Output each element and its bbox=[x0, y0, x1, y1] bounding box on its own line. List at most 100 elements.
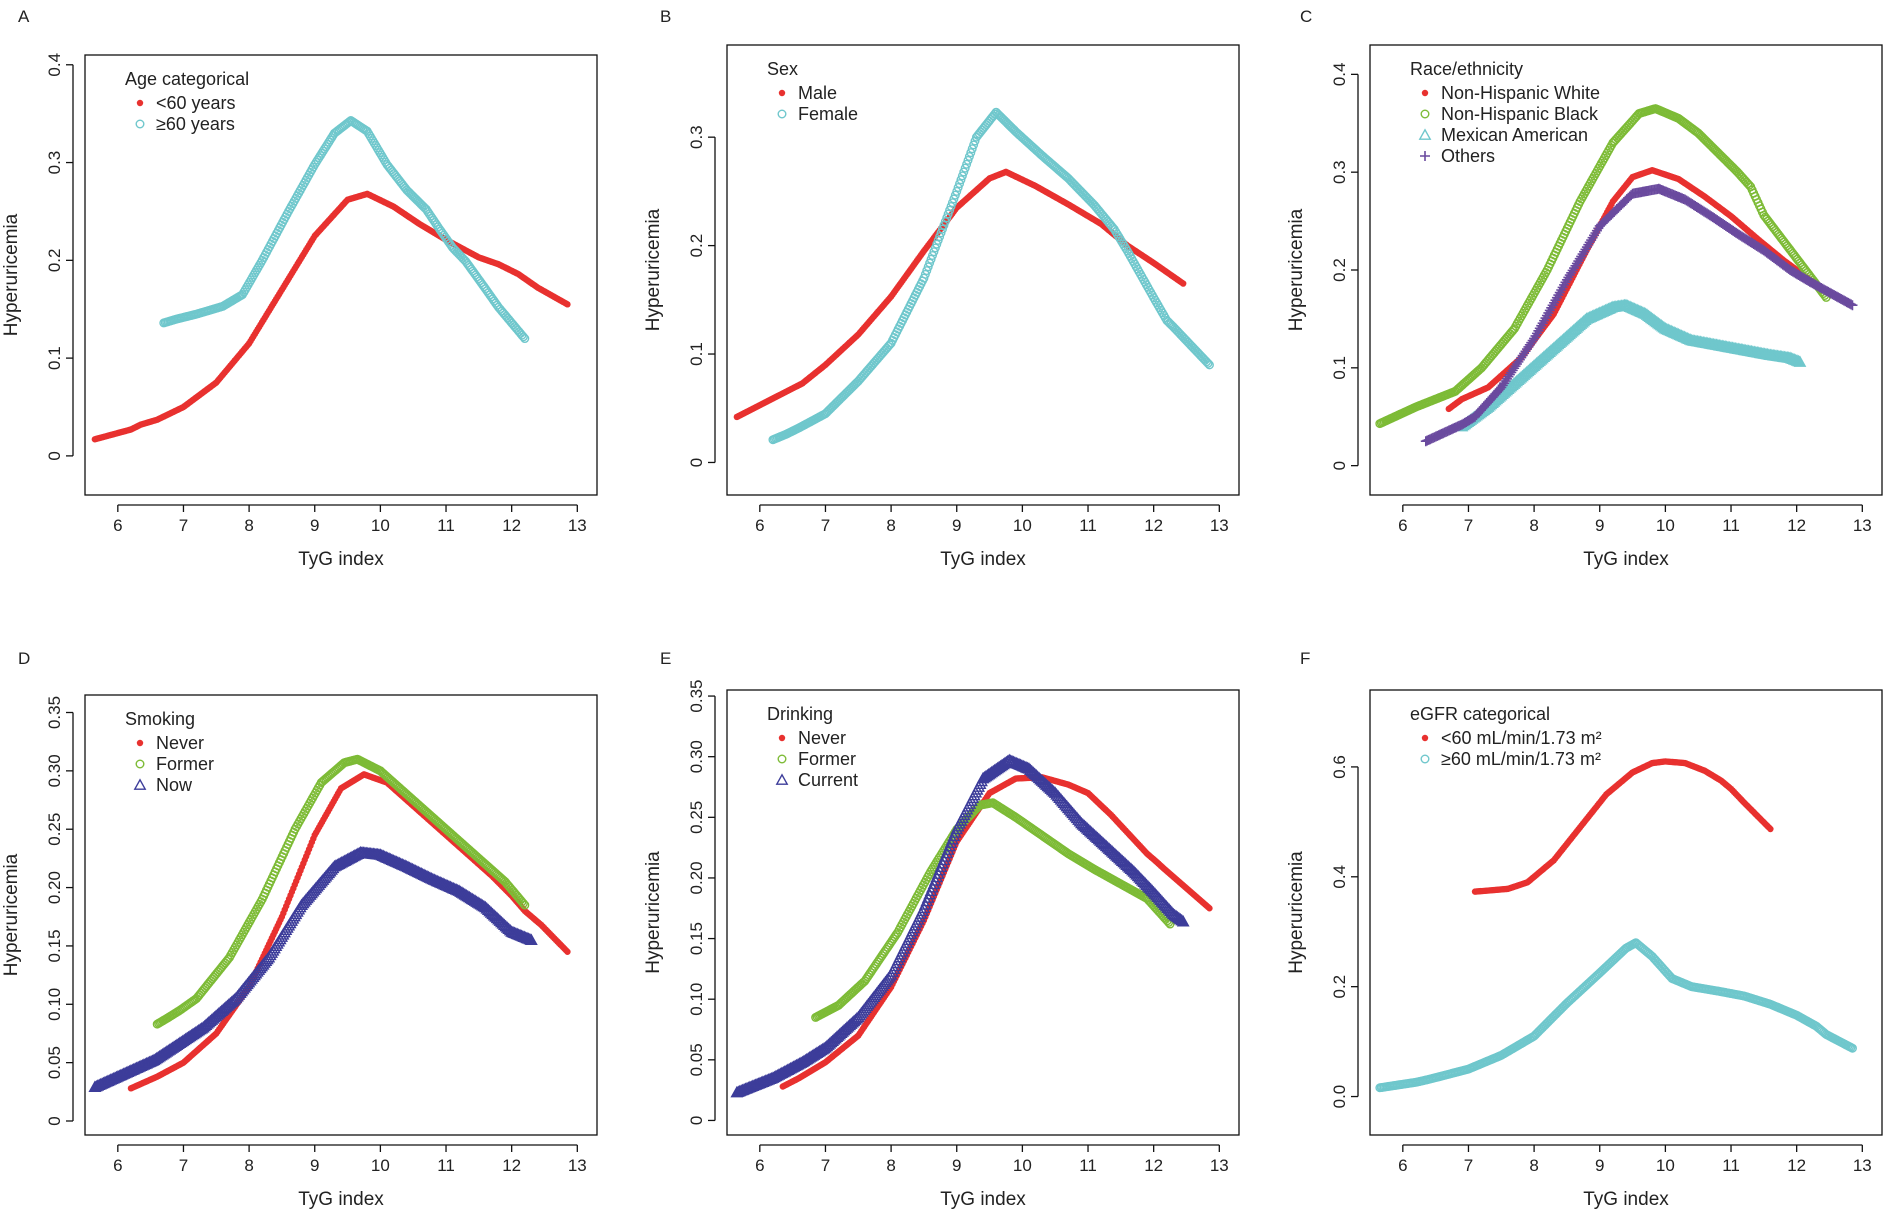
panel-letter: B bbox=[660, 7, 671, 26]
data-point bbox=[322, 139, 332, 149]
data-point bbox=[518, 332, 528, 342]
x-tick-label: 6 bbox=[755, 516, 764, 535]
data-point bbox=[325, 135, 335, 145]
series-0 bbox=[779, 774, 1213, 1090]
data-point bbox=[310, 160, 320, 170]
y-tick-label: 0.15 bbox=[687, 922, 706, 955]
y-tick-label: 0.30 bbox=[45, 754, 64, 787]
y-tick-label: 0.15 bbox=[45, 929, 64, 962]
plot-frame bbox=[1369, 44, 1883, 496]
legend-marker bbox=[135, 759, 145, 769]
legend: Age categorical<60 years≥60 years bbox=[125, 69, 249, 134]
data-point bbox=[1793, 355, 1807, 367]
x-tick-label: 11 bbox=[1722, 1156, 1740, 1175]
x-tick-label: 10 bbox=[1013, 516, 1032, 535]
legend-label: Mexican American bbox=[1441, 125, 1588, 145]
legend-marker bbox=[777, 754, 787, 764]
plot-frame bbox=[1369, 689, 1883, 1136]
y-tick-label: 0 bbox=[45, 451, 64, 460]
x-tick-label: 10 bbox=[1013, 1156, 1032, 1175]
y-axis-title: Hyperuricemia bbox=[643, 208, 664, 331]
series-1 bbox=[152, 754, 530, 1029]
x-tick-label: 12 bbox=[1144, 1156, 1163, 1175]
data-point bbox=[960, 163, 970, 173]
data-point bbox=[520, 900, 530, 910]
legend-marker bbox=[775, 773, 789, 785]
data-point bbox=[1175, 913, 1189, 926]
x-tick-label: 12 bbox=[502, 516, 521, 535]
y-axis-title: Hyperuricemia bbox=[1, 853, 22, 976]
y-tick-label: 0.2 bbox=[45, 249, 64, 273]
x-axis-title: TyG index bbox=[940, 549, 1026, 570]
legend-marker bbox=[1420, 109, 1430, 119]
y-tick-label: 0.3 bbox=[687, 125, 706, 149]
data-point bbox=[321, 142, 331, 152]
y-tick-label: 0.2 bbox=[1330, 258, 1349, 282]
data-point bbox=[314, 153, 324, 163]
data-point bbox=[344, 117, 354, 127]
panel-letter: F bbox=[1300, 649, 1310, 668]
y-tick-label: 0.30 bbox=[687, 740, 706, 773]
x-tick-label: 12 bbox=[502, 1156, 521, 1175]
data-point bbox=[885, 340, 895, 350]
x-tick-label: 13 bbox=[568, 516, 587, 535]
x-tick-label: 9 bbox=[310, 1156, 319, 1175]
legend-marker bbox=[1418, 128, 1432, 140]
x-tick-label: 11 bbox=[1722, 516, 1740, 535]
legend-marker bbox=[778, 734, 786, 742]
x-tick-label: 13 bbox=[1853, 1156, 1872, 1175]
x-tick-label: 10 bbox=[1656, 1156, 1675, 1175]
panel-letter: E bbox=[660, 649, 671, 668]
plot-frame bbox=[84, 54, 598, 496]
data-point bbox=[964, 152, 974, 162]
x-tick-label: 8 bbox=[244, 516, 253, 535]
x-tick-label: 9 bbox=[1595, 1156, 1604, 1175]
legend-marker bbox=[135, 119, 145, 129]
y-tick-label: 0.1 bbox=[45, 346, 64, 370]
series-1 bbox=[1375, 938, 1857, 1093]
series-2 bbox=[730, 753, 1190, 1098]
y-tick-label: 0.1 bbox=[1330, 356, 1349, 380]
data-point bbox=[953, 183, 963, 193]
legend-label: Non-Hispanic White bbox=[1441, 83, 1600, 103]
data-point bbox=[1174, 912, 1187, 925]
data-point bbox=[1767, 825, 1774, 833]
legend-label: Non-Hispanic Black bbox=[1441, 104, 1599, 124]
y-tick-label: 0.35 bbox=[687, 680, 706, 713]
data-point bbox=[477, 899, 491, 912]
y-tick-label: 0.10 bbox=[687, 983, 706, 1016]
y-tick-label: 0 bbox=[45, 1116, 64, 1125]
x-tick-label: 9 bbox=[952, 1156, 961, 1175]
x-tick-label: 6 bbox=[1398, 516, 1407, 535]
legend-label: Former bbox=[156, 754, 214, 774]
panel-letter: D bbox=[18, 649, 30, 668]
data-point bbox=[1847, 1043, 1857, 1053]
data-point bbox=[1176, 914, 1190, 927]
legend-title: Race/ethnicity bbox=[1410, 59, 1523, 79]
x-tick-label: 13 bbox=[1210, 1156, 1229, 1175]
x-tick-label: 9 bbox=[310, 516, 319, 535]
y-tick-label: 0.2 bbox=[1330, 975, 1349, 999]
data-point bbox=[959, 167, 969, 177]
data-point bbox=[564, 948, 571, 955]
y-tick-label: 0.4 bbox=[1330, 865, 1349, 889]
data-point bbox=[952, 186, 962, 196]
x-tick-label: 7 bbox=[179, 516, 188, 535]
series-0 bbox=[91, 190, 571, 443]
data-point bbox=[956, 175, 966, 185]
y-tick-label: 0.10 bbox=[45, 988, 64, 1021]
x-tick-label: 6 bbox=[113, 1156, 122, 1175]
x-tick-label: 12 bbox=[1787, 1156, 1806, 1175]
data-point bbox=[1165, 919, 1175, 929]
series-2 bbox=[88, 845, 538, 1093]
y-axis-title: Hyperuricemia bbox=[1286, 851, 1307, 974]
data-point bbox=[1203, 358, 1213, 368]
legend-marker bbox=[136, 739, 144, 747]
x-tick-label: 6 bbox=[1398, 1156, 1407, 1175]
legend-marker bbox=[778, 89, 786, 97]
